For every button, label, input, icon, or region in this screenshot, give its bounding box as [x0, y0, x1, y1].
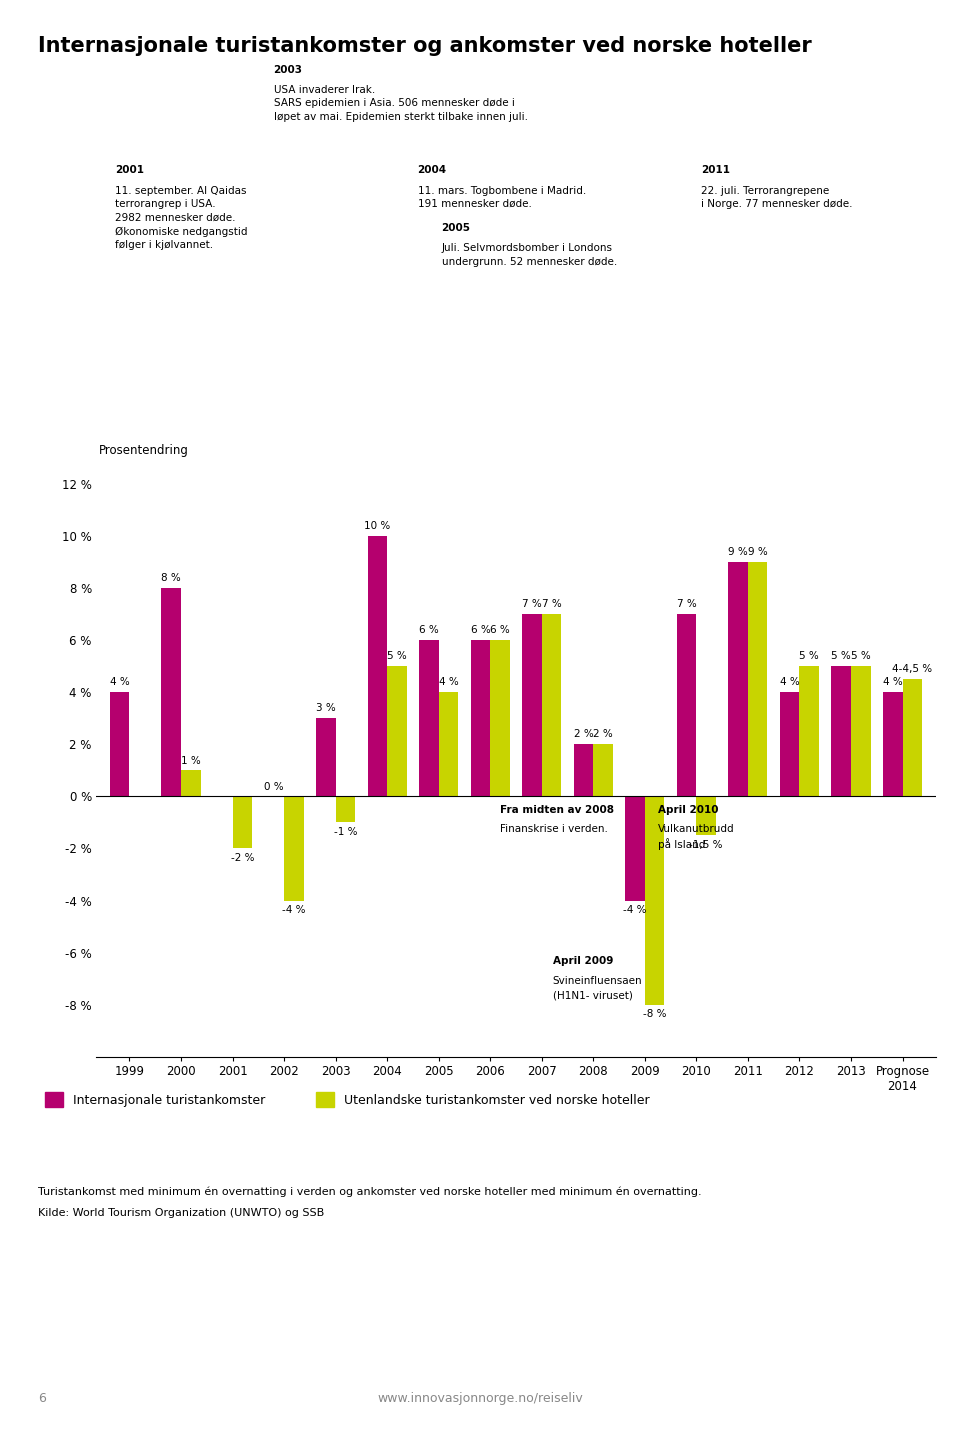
Bar: [491, 640, 510, 797]
Bar: [232, 797, 252, 848]
Bar: [541, 614, 562, 797]
Text: 2011: 2011: [701, 165, 730, 175]
Text: 1 %: 1 %: [180, 755, 201, 765]
Bar: [780, 692, 800, 797]
Text: Fra midten av 2008: Fra midten av 2008: [500, 805, 614, 815]
Text: April 2009: April 2009: [553, 956, 613, 966]
Text: 22. juli. Terrorangrepene
i Norge. 77 mennesker døde.: 22. juli. Terrorangrepene i Norge. 77 me…: [701, 186, 852, 209]
Bar: [729, 562, 748, 797]
Text: 8 %: 8 %: [161, 574, 181, 582]
Legend: Internasjonale turistankomster, Utenlandske turistankomster ved norske hoteller: Internasjonale turistankomster, Utenland…: [45, 1091, 650, 1107]
Text: 6: 6: [38, 1392, 46, 1405]
Text: 9 %: 9 %: [748, 546, 768, 557]
Text: April 2010: April 2010: [658, 805, 718, 815]
Text: 0 %: 0 %: [265, 782, 284, 791]
Bar: [851, 666, 871, 797]
Text: 2004: 2004: [418, 165, 446, 175]
Bar: [625, 797, 645, 900]
Text: Finanskrise i verden.: Finanskrise i verden.: [500, 824, 608, 834]
Bar: [902, 679, 923, 797]
Bar: [800, 666, 819, 797]
Text: 2 %: 2 %: [574, 729, 593, 739]
Text: Internasjonale turistankomster og ankomster ved norske hoteller: Internasjonale turistankomster og ankoms…: [38, 36, 812, 56]
Text: 10 %: 10 %: [364, 521, 391, 531]
Text: 6 %: 6 %: [491, 626, 510, 636]
Bar: [696, 797, 716, 835]
Text: 4 %: 4 %: [439, 677, 458, 687]
Text: Svineinfluensaen
(H1N1- viruset): Svineinfluensaen (H1N1- viruset): [553, 976, 642, 999]
Text: 4 %: 4 %: [883, 677, 902, 687]
Text: -1 %: -1 %: [334, 827, 357, 837]
Text: Kilde: World Tourism Organization (UNWTO) og SSB: Kilde: World Tourism Organization (UNWTO…: [38, 1208, 324, 1218]
Text: 2001: 2001: [115, 165, 144, 175]
Text: 5 %: 5 %: [831, 651, 852, 661]
Text: 9 %: 9 %: [729, 546, 748, 557]
Text: -1,5 %: -1,5 %: [689, 840, 723, 850]
Text: 4-4,5 %: 4-4,5 %: [892, 664, 932, 674]
Text: 7 %: 7 %: [677, 600, 696, 610]
Bar: [831, 666, 851, 797]
Text: -4 %: -4 %: [282, 906, 305, 915]
Bar: [439, 692, 458, 797]
Text: -2 %: -2 %: [230, 853, 254, 863]
Bar: [470, 640, 491, 797]
Text: 6 %: 6 %: [470, 626, 491, 636]
Bar: [420, 640, 439, 797]
Bar: [645, 797, 664, 1005]
Bar: [181, 771, 201, 797]
Text: 7 %: 7 %: [541, 600, 562, 610]
Text: -8 %: -8 %: [643, 1009, 666, 1020]
Bar: [316, 718, 336, 797]
Text: 11. mars. Togbombene i Madrid.
191 mennesker døde.: 11. mars. Togbombene i Madrid. 191 menne…: [418, 186, 586, 209]
Text: 2005: 2005: [442, 223, 470, 233]
Text: Turistankomst med minimum én overnatting i verden og ankomster ved norske hotell: Turistankomst med minimum én overnatting…: [38, 1186, 702, 1196]
Bar: [161, 588, 181, 797]
Text: Prosentendring: Prosentendring: [99, 444, 188, 457]
Bar: [593, 745, 612, 797]
Text: 11. september. Al Qaidas
terrorangrep i USA.
2982 mennesker døde.
Økonomiske ned: 11. september. Al Qaidas terrorangrep i …: [115, 186, 248, 250]
Bar: [336, 797, 355, 823]
Text: 4 %: 4 %: [109, 677, 130, 687]
Bar: [522, 614, 541, 797]
Bar: [574, 745, 593, 797]
Bar: [677, 614, 696, 797]
Bar: [387, 666, 407, 797]
Text: 6 %: 6 %: [419, 626, 439, 636]
Text: 2003: 2003: [274, 65, 302, 75]
Text: www.innovasjonnorge.no/reiseliv: www.innovasjonnorge.no/reiseliv: [377, 1392, 583, 1405]
Text: Vulkanutbrudd
på Island: Vulkanutbrudd på Island: [658, 824, 734, 850]
Text: -4 %: -4 %: [623, 906, 647, 915]
Text: 2 %: 2 %: [593, 729, 613, 739]
Bar: [109, 692, 130, 797]
Bar: [284, 797, 303, 900]
Bar: [748, 562, 767, 797]
Text: 5 %: 5 %: [800, 651, 819, 661]
Bar: [368, 536, 387, 797]
Bar: [883, 692, 902, 797]
Text: 3 %: 3 %: [316, 703, 336, 713]
Text: 4 %: 4 %: [780, 677, 800, 687]
Text: 7 %: 7 %: [522, 600, 541, 610]
Text: 5 %: 5 %: [387, 651, 407, 661]
Text: Juli. Selvmordsbomber i Londons
undergrunn. 52 mennesker døde.: Juli. Selvmordsbomber i Londons undergru…: [442, 243, 617, 266]
Text: 5 %: 5 %: [851, 651, 871, 661]
Text: USA invaderer Irak.
SARS epidemien i Asia. 506 mennesker døde i
løpet av mai. Ep: USA invaderer Irak. SARS epidemien i Asi…: [274, 85, 528, 122]
